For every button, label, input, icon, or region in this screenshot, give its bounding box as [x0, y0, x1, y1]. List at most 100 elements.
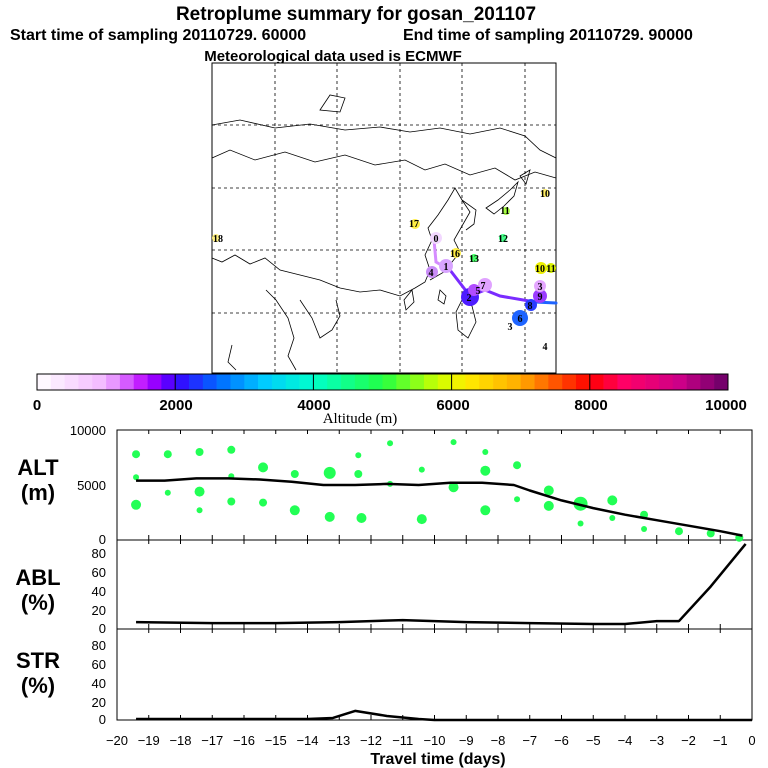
day-marker: 3 [538, 282, 543, 293]
str-y-ticks: 80 60 40 20 0 [92, 638, 106, 727]
day-marker: 13 [469, 254, 479, 265]
plume-cluster [502, 207, 510, 215]
colorbar-segment [437, 374, 452, 390]
colorbar-segment [493, 374, 508, 390]
altitude-cluster-point [289, 505, 300, 516]
colorbar-segment [479, 374, 494, 390]
x-tick-label: −20 [106, 733, 128, 748]
met-data-label: Meteorological data used is ECMWF [204, 48, 462, 65]
colorbar-tick: 10000 [705, 397, 747, 414]
y-tick-label: 10000 [70, 423, 106, 438]
start-time-label: Start time of sampling 20110729. 60000 [10, 27, 306, 44]
y-tick-label: 5000 [77, 478, 106, 493]
colorbar-segment [78, 374, 93, 390]
day-marker: 16 [450, 249, 460, 260]
x-tick-label: −9 [459, 733, 474, 748]
y-tick-label: 60 [92, 657, 106, 672]
colorbar-segment [119, 374, 135, 390]
altitude-cluster-point [607, 495, 618, 506]
colorbar-segment [202, 374, 217, 390]
alt-mean-line [136, 477, 743, 537]
altitude-cluster-point [163, 450, 172, 459]
colorbar-segment [714, 374, 729, 390]
altitude-cluster-point [132, 450, 141, 459]
colorbar-segment [562, 374, 577, 390]
colorbar-segment [410, 374, 425, 390]
altitude-cluster-point [641, 526, 648, 532]
map-frame [211, 62, 557, 374]
altitude-cluster-point [609, 515, 616, 521]
altitude-colorbar [36, 373, 729, 391]
altitude-cluster-point [543, 500, 554, 511]
colorbar-tick: 0 [33, 397, 41, 414]
altitude-cluster-point [164, 489, 171, 496]
plume-cluster [426, 266, 438, 278]
altitude-cluster-point [227, 445, 236, 454]
plume-cluster [525, 299, 537, 311]
day-marker: 10 [535, 264, 545, 275]
colorbar-segment [313, 374, 328, 390]
day-marker: 11 [500, 206, 509, 217]
y-tick-label: 20 [92, 603, 106, 618]
day-marker: 17 [409, 219, 419, 230]
x-tick-label: −15 [265, 733, 287, 748]
x-tick-label: −14 [296, 733, 318, 748]
str-panel-frame [116, 628, 753, 721]
day-marker: 4 [429, 268, 434, 279]
colorbar-segment [589, 374, 604, 390]
colorbar-tick-labels: 0 2000 4000 6000 8000 10000 [33, 397, 747, 414]
figure-title: Retroplume summary for gosan_201107 [176, 4, 536, 25]
altitude-cluster-point [133, 474, 140, 481]
altitude-cluster-point [324, 511, 335, 522]
altitude-cluster-point [450, 439, 457, 446]
x-tick-label: −11 [392, 733, 413, 748]
altitude-cluster-point [387, 440, 394, 447]
abl-panel-unit: (%) [21, 590, 55, 615]
x-tick-label: −8 [491, 733, 506, 748]
colorbar-segment [575, 374, 591, 390]
colorbar-segment [92, 374, 107, 390]
day-marker: 1 [444, 262, 449, 273]
colorbar-tick: 6000 [436, 397, 469, 414]
colorbar-segment [244, 374, 259, 390]
day-marker: 9 [538, 292, 543, 303]
colorbar-segment [700, 374, 715, 390]
plume-cluster [535, 262, 547, 274]
plume-cluster [451, 248, 461, 258]
altitude-cluster-point [194, 486, 205, 497]
plume-cluster [439, 259, 453, 273]
day-marker: 7 [481, 281, 486, 292]
day-marker: 5 [476, 286, 481, 297]
colorbar-segment [382, 374, 397, 390]
colorbar-segment [520, 374, 535, 390]
colorbar-segment [396, 374, 411, 390]
abl-line [136, 543, 747, 626]
y-tick-label: 40 [92, 676, 106, 691]
colorbar-segment [299, 374, 314, 390]
altitude-cluster-point [480, 465, 491, 476]
altitude-cluster-point [448, 482, 459, 493]
colorbar-segment [686, 374, 701, 390]
colorbar-segment [175, 374, 190, 390]
day-marker: 0 [434, 234, 439, 245]
day-marker: 6 [518, 314, 523, 325]
altitude-cluster-point [482, 449, 489, 455]
day-marker: 11 [546, 264, 555, 275]
x-tick-label: −18 [169, 733, 191, 748]
colorbar-segment [506, 374, 521, 390]
colorbar-segment [368, 374, 383, 390]
colorbar-segment [658, 374, 674, 390]
abl-y-ticks: 80 60 40 20 0 [92, 546, 106, 636]
altitude-cluster-point [513, 461, 522, 470]
x-tick-label: −7 [522, 733, 537, 748]
altitude-cluster-point [259, 498, 268, 507]
altitude-cluster-point [290, 470, 299, 478]
colorbar-segment [189, 374, 204, 390]
alt-y-ticks: 10000 5000 0 [70, 423, 106, 547]
day-markers: 0 1 4 2 7 5 6 3 3 9 8 4 10 11 12 13 16 1… [213, 189, 556, 353]
x-tick-label: −4 [618, 733, 633, 748]
y-tick-label: 0 [99, 532, 106, 547]
altitude-cluster-point [706, 529, 715, 538]
x-tick-label: −2 [681, 733, 696, 748]
